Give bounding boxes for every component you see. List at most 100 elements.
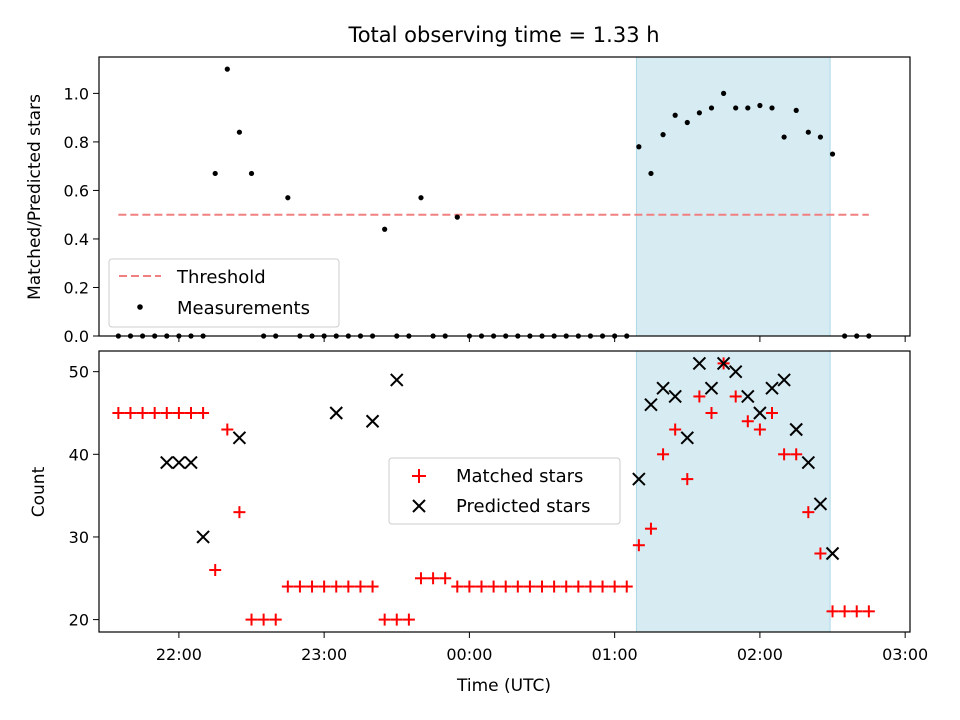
matched-star-point <box>136 406 149 419</box>
matched-star-point <box>427 572 440 585</box>
matched-star-point <box>620 580 633 593</box>
matched-star-point <box>221 423 234 436</box>
matched-star-point <box>729 390 742 403</box>
matched-star-point <box>293 580 306 593</box>
matched-star-point <box>184 406 197 419</box>
matched-star-point <box>523 580 536 593</box>
matched-star-point <box>318 580 331 593</box>
matched-star-point <box>536 580 549 593</box>
matched-star-point <box>281 580 294 593</box>
top-highlight-span <box>635 56 831 337</box>
measurement-point <box>224 66 230 72</box>
matched-star-point <box>741 415 754 428</box>
matched-star-point <box>814 547 827 560</box>
predicted-star-point <box>728 364 743 379</box>
measurement-point <box>454 214 460 220</box>
matched-star-point <box>644 522 657 535</box>
matched-star-point <box>584 580 597 593</box>
x-tick-label: 01:00 <box>592 645 638 664</box>
top-y-tick-label: 0.4 <box>64 230 89 249</box>
bottom-y-tick-label: 40 <box>69 445 89 464</box>
matched-star-point <box>548 580 561 593</box>
matched-star-point <box>862 605 875 618</box>
matched-star-point <box>463 580 476 593</box>
measurement-point <box>793 107 799 113</box>
matched-star-point <box>487 580 500 593</box>
predicted-star-point <box>390 373 404 387</box>
matched-star-point <box>511 580 524 593</box>
matched-star-point <box>632 539 645 552</box>
measurement-point <box>757 102 763 109</box>
predicted-star-point <box>753 406 767 420</box>
matched-star-point <box>499 580 512 593</box>
matched-star-point <box>306 580 319 593</box>
predicted-star-point <box>801 455 816 470</box>
x-tick-label: 03:00 <box>882 645 928 664</box>
measurement-point <box>745 105 751 111</box>
legend-measurements-label: Measurements <box>177 298 310 319</box>
measurement-point <box>212 170 218 177</box>
matched-star-point <box>245 613 258 626</box>
matched-star-point <box>257 613 270 626</box>
measurement-point <box>781 134 787 140</box>
predicted-star-point <box>668 389 682 404</box>
predicted-star-point <box>632 472 646 486</box>
predicted-star-point <box>329 406 343 420</box>
measurement-point <box>382 226 388 232</box>
matched-star-point <box>269 613 282 626</box>
predicted-star-point <box>789 422 803 437</box>
matched-star-point <box>778 448 791 461</box>
bottom-x-axis: 22:00 23:00 00:00 01:00 02:00 03:00 <box>156 632 928 664</box>
matched-star-point <box>475 580 488 593</box>
matched-star-point <box>390 613 403 626</box>
top-panel: 0.0 0.2 0.4 0.6 0.8 1.0 Matched/Predicted sta… <box>25 56 911 346</box>
predicted-star-point <box>656 381 670 395</box>
predicted-star-point <box>644 398 658 412</box>
predicted-stars-layer <box>160 356 840 561</box>
predicted-star-point <box>365 414 380 428</box>
bottom-highlight-span <box>635 350 831 633</box>
top-legend: Threshold Measurements <box>108 258 340 328</box>
top-y-tick-label: 0.6 <box>64 181 89 200</box>
predicted-star-point <box>716 356 731 371</box>
legend-measurements-swatch <box>137 304 143 310</box>
matched-star-point <box>693 390 706 403</box>
matched-star-point <box>342 580 355 593</box>
measurement-point <box>829 151 836 157</box>
matched-star-point <box>826 605 839 618</box>
matched-star-point <box>705 406 718 419</box>
matched-star-point <box>753 423 766 436</box>
measurement-point <box>708 105 715 111</box>
measurement-point <box>285 195 291 201</box>
matched-star-point <box>172 406 185 419</box>
bottom-axes-frame <box>98 350 911 633</box>
bottom-legend: Matched stars Predicted stars <box>388 457 621 525</box>
x-tick-label: 02:00 <box>737 645 783 664</box>
legend-matched-label: Matched stars <box>456 466 583 487</box>
measurement-point <box>720 90 727 96</box>
matched-star-point <box>112 406 125 419</box>
legend-predicted-label: Predicted stars <box>456 496 590 517</box>
predicted-star-point <box>232 431 247 445</box>
measurement-point <box>696 110 702 116</box>
predicted-star-point <box>704 381 719 395</box>
measurement-point <box>805 129 811 135</box>
matched-star-point <box>451 580 464 593</box>
predicted-star-point <box>777 373 791 387</box>
measurement-point <box>733 105 739 111</box>
bottom-y-tick-label: 30 <box>69 528 89 547</box>
x-tick-label: 22:00 <box>156 645 202 664</box>
x-axis-label: Time (UTC) <box>456 676 551 696</box>
matched-star-point <box>790 448 803 461</box>
top-y-tick-label: 0.0 <box>64 327 89 346</box>
matched-star-point <box>197 406 210 419</box>
matched-stars-layer <box>112 357 875 626</box>
matched-star-point <box>838 605 851 618</box>
matched-star-point <box>681 473 694 486</box>
matched-star-point <box>596 580 609 593</box>
chart-title: Total observing time = 1.33 h <box>347 23 659 47</box>
measurement-point <box>660 132 666 138</box>
predicted-star-point <box>765 381 779 395</box>
